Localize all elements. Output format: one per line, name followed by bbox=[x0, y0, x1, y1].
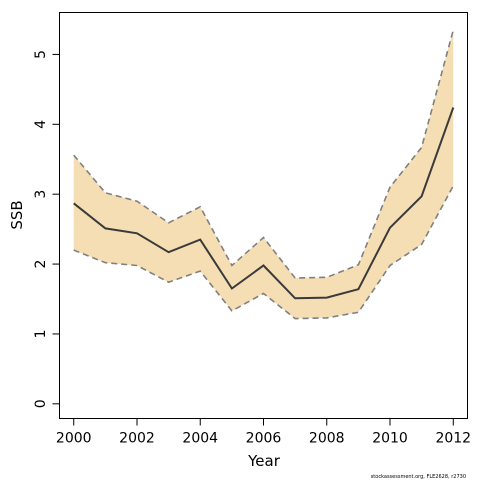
y-tick-label: 2 bbox=[33, 260, 49, 269]
ssb-estimate-line bbox=[73, 107, 455, 300]
x-tick-label: 2004 bbox=[182, 431, 218, 447]
y-tick-label: 0 bbox=[33, 399, 49, 408]
x-axis-title: Year bbox=[247, 452, 281, 470]
x-tick-label: 2000 bbox=[56, 431, 92, 447]
x-tick-label: 2010 bbox=[372, 431, 408, 447]
lower-bound-line bbox=[73, 185, 455, 320]
y-tick-label: 3 bbox=[33, 190, 49, 199]
y-tick-label: 1 bbox=[33, 329, 49, 338]
upper-bound-line bbox=[73, 29, 455, 279]
confidence-band bbox=[73, 30, 454, 319]
x-tick-label: 2012 bbox=[435, 431, 471, 447]
x-tick-label: 2002 bbox=[119, 431, 155, 447]
y-axis-title: SSB bbox=[8, 200, 26, 229]
x-tick-label: 2008 bbox=[309, 431, 345, 447]
y-tick-label: 4 bbox=[33, 120, 49, 129]
y-axis: 0 1 2 3 4 5 bbox=[33, 50, 60, 408]
x-axis: 2000 2002 2004 2006 2008 2010 2012 bbox=[56, 418, 471, 447]
x-tick-label: 2006 bbox=[246, 431, 282, 447]
credit-text: stockassessment.org, FLE2628, r2730 bbox=[370, 474, 466, 480]
y-tick-label: 5 bbox=[33, 50, 49, 59]
